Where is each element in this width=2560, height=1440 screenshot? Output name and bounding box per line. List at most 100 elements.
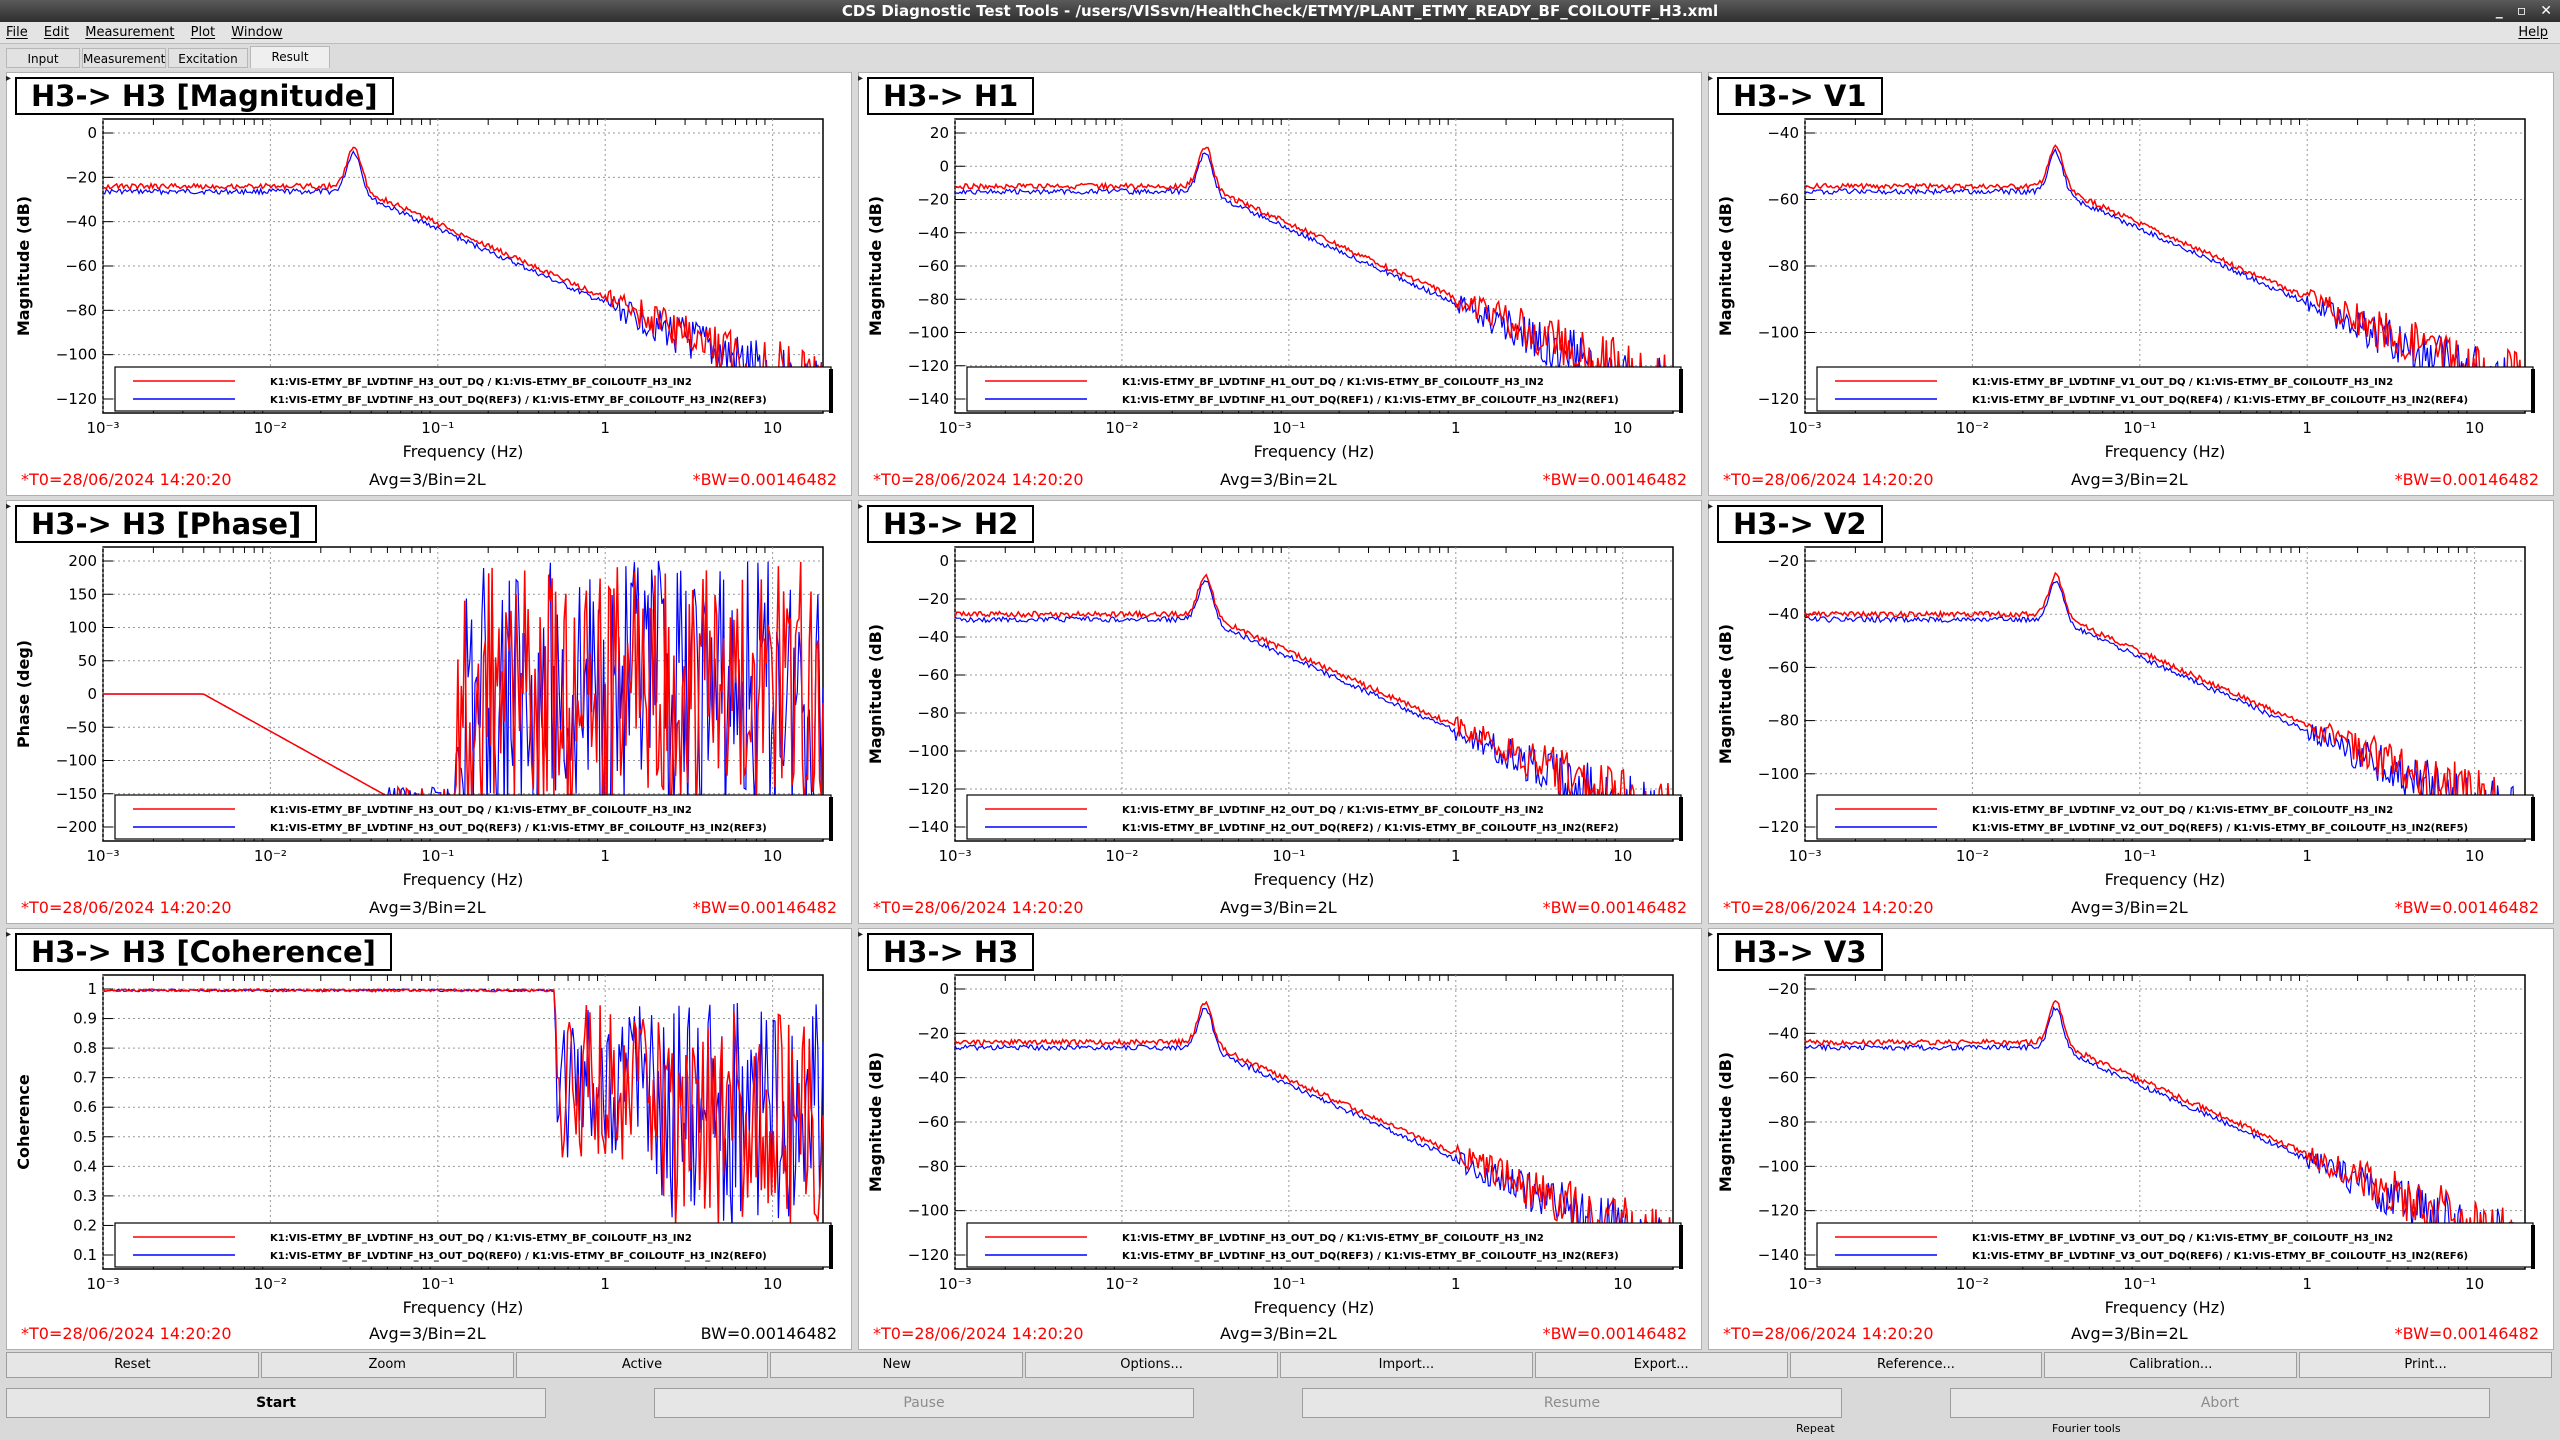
panel-select-icon[interactable]: ▸ <box>6 501 12 512</box>
x-tick-label: 1 <box>2302 1275 2312 1293</box>
reset-button[interactable]: Reset <box>6 1352 259 1378</box>
panel-select-icon[interactable]: ▸ <box>858 73 864 84</box>
legend-box <box>966 366 1682 412</box>
bw-label: *BW=0.00146482 <box>1543 1324 1687 1343</box>
reference-trace <box>954 152 1674 396</box>
export-button[interactable]: Export... <box>1534 1352 1788 1378</box>
bw-label: *BW=0.00146482 <box>1543 898 1687 917</box>
plot-canvas[interactable]: 10⁻³ 10⁻² 10⁻¹ 1 10 0 −20 −40 −60 −80 −100 −120 −140… <box>859 501 1701 923</box>
x-axis-label: Frequency (Hz) <box>1254 1298 1375 1317</box>
menu-file[interactable]: File <box>6 25 28 40</box>
measured-trace <box>954 146 1674 395</box>
panel-select-icon[interactable]: ▸ <box>1708 501 1714 512</box>
new-button[interactable]: New <box>770 1352 1024 1378</box>
x-tick-label: 10 <box>763 419 782 437</box>
panel-title: H3-> H1 <box>867 77 1035 115</box>
menu-plot[interactable]: Plot <box>190 25 216 40</box>
tab-excitation[interactable]: Excitation <box>168 48 248 68</box>
panel-select-icon[interactable]: ▸ <box>858 501 864 512</box>
plot-canvas[interactable]: 10⁻³ 10⁻² 10⁻¹ 1 10 −20 −40 −60 −80 −100 −120 K1:VI… <box>1709 501 2553 923</box>
legend-box <box>1816 366 2534 412</box>
y-tick-label: −40 <box>917 628 949 646</box>
menu-help[interactable]: Help <box>2518 25 2548 40</box>
x-tick-label: 10⁻¹ <box>421 847 454 865</box>
panel-select-icon[interactable]: ▸ <box>6 73 12 84</box>
bw-label: *BW=0.00146482 <box>693 898 837 917</box>
panel-title: H3-> H3 [Coherence] <box>15 933 392 971</box>
menu-edit[interactable]: Edit <box>43 25 70 40</box>
y-tick-label: −100 <box>908 742 949 760</box>
menu-measurement[interactable]: Measurement <box>85 25 175 40</box>
legend-entry: K1:VIS-ETMY_BF_LVDTINF_H3_OUT_DQ(REF3) /… <box>270 395 767 406</box>
x-tick-label: 10⁻¹ <box>2123 847 2156 865</box>
calibration-button[interactable]: Calibration... <box>2044 1352 2298 1378</box>
close-icon[interactable]: ✕ <box>2540 3 2552 19</box>
print-button[interactable]: Print... <box>2299 1352 2552 1378</box>
panel-select-icon[interactable]: ▸ <box>858 929 864 940</box>
resume-button[interactable]: Resume <box>1302 1388 1842 1418</box>
x-tick-label: 10⁻² <box>254 847 287 865</box>
panel-h3-h1[interactable]: ▸ 10⁻³ 10⁻² 10⁻¹ 1 10 20 0 −20 −40 −60 −80 −100 −120 −… <box>858 72 1702 496</box>
reference-trace <box>1804 147 2526 395</box>
y-tick-label: −20 <box>917 590 949 608</box>
y-tick-label: −80 <box>1767 712 1799 730</box>
panel-h3-v1[interactable]: ▸ 10⁻³ 10⁻² 10⁻¹ 1 10 −40 −60 −80 −100 −120 K1:VIS-… <box>1708 72 2554 496</box>
plot-canvas[interactable]: 10⁻³ 10⁻² 10⁻¹ 1 10 1 0.9 0.8 0.7 0.6 0.5 0.4 0.3 0.2… <box>7 929 851 1349</box>
x-tick-label: 10 <box>763 1275 782 1293</box>
plot-canvas[interactable]: 10⁻³ 10⁻² 10⁻¹ 1 10 −40 −60 −80 −100 −120 K1:VIS-E… <box>1709 73 2553 495</box>
plot-canvas[interactable]: 10⁻³ 10⁻² 10⁻¹ 1 10 200 150 100 50 0 −50 −100 −150 −2… <box>7 501 851 923</box>
maximize-icon[interactable]: ▫ <box>2516 3 2527 19</box>
active-button[interactable]: Active <box>515 1352 769 1378</box>
legend-entry: K1:VIS-ETMY_BF_LVDTINF_H2_OUT_DQ / K1:VI… <box>1122 805 1544 816</box>
plot-canvas[interactable]: 10⁻³ 10⁻² 10⁻¹ 1 10 0 −20 −40 −60 −80 −100 −120 K1:V… <box>859 929 1701 1349</box>
legend-entry: K1:VIS-ETMY_BF_LVDTINF_V3_OUT_DQ / K1:VI… <box>1972 1233 2393 1244</box>
y-tick-label: −20 <box>917 1024 949 1042</box>
x-tick-label: 10 <box>763 847 782 865</box>
measured-trace <box>1804 999 2526 1251</box>
plot-canvas[interactable]: 10⁻³ 10⁻² 10⁻¹ 1 10 0 −20 −40 −60 −80 −100 −120 K1:V… <box>7 73 851 495</box>
abort-button[interactable]: Abort <box>1950 1388 2490 1418</box>
legend-box <box>1816 794 2534 840</box>
y-tick-label: −60 <box>65 257 97 275</box>
panel-h3-h2[interactable]: ▸ 10⁻³ 10⁻² 10⁻¹ 1 10 0 −20 −40 −60 −80 −100 −120 −14… <box>858 500 1702 924</box>
y-tick-label: −60 <box>917 257 949 275</box>
x-tick-label: 10⁻¹ <box>1272 419 1305 437</box>
x-axis-label: Frequency (Hz) <box>1254 442 1375 461</box>
panel-h3-v3[interactable]: ▸ 10⁻³ 10⁻² 10⁻¹ 1 10 −20 −40 −60 −80 −100 −120 −140… <box>1708 928 2554 1350</box>
panel-h3-h3-phase[interactable]: ▸ 10⁻³ 10⁻² 10⁻¹ 1 10 200 150 100 50 0 −50 −100 −150 −… <box>6 500 852 924</box>
plot-canvas[interactable]: 10⁻³ 10⁻² 10⁻¹ 1 10 20 0 −20 −40 −60 −80 −100 −120 −1… <box>859 73 1701 495</box>
t0-label: *T0=28/06/2024 14:20:20 <box>873 1324 1084 1343</box>
options-button[interactable]: Options... <box>1025 1352 1278 1378</box>
panel-h3-h3-coherence[interactable]: ▸ 10⁻³ 10⁻² 10⁻¹ 1 10 1 0.9 0.8 0.7 0.6 0.5 0.4 0.3 0.… <box>6 928 852 1350</box>
x-tick-label: 10⁻² <box>254 1275 287 1293</box>
start-button[interactable]: Start <box>6 1388 546 1418</box>
x-tick-label: 10⁻³ <box>938 847 971 865</box>
panel-h3-h3-magnitude[interactable]: ▸ 10⁻³ 10⁻² 10⁻¹ 1 10 0 −20 −40 −60 −80 −100 −120 K1:… <box>6 72 852 496</box>
minimize-icon[interactable]: _ <box>2495 3 2503 19</box>
y-tick-label: 0.3 <box>73 1187 97 1205</box>
tab-input[interactable]: Input <box>6 48 80 68</box>
x-tick-label: 10⁻² <box>1956 419 1989 437</box>
x-axis-label: Frequency (Hz) <box>2105 1298 2226 1317</box>
pause-button[interactable]: Pause <box>654 1388 1194 1418</box>
zoom-button[interactable]: Zoom <box>260 1352 514 1378</box>
tab-measurement[interactable]: Measurement <box>82 48 166 68</box>
menu-window[interactable]: Window <box>231 25 283 40</box>
import-button[interactable]: Import... <box>1279 1352 1533 1378</box>
panel-h3-h3[interactable]: ▸ 10⁻³ 10⁻² 10⁻¹ 1 10 0 −20 −40 −60 −80 −100 −120 K1:… <box>858 928 1702 1350</box>
panel-h3-v2[interactable]: ▸ 10⁻³ 10⁻² 10⁻¹ 1 10 −20 −40 −60 −80 −100 −120 K1:V… <box>1708 500 2554 924</box>
reference-button[interactable]: Reference... <box>1789 1352 2043 1378</box>
y-tick-label: 200 <box>68 552 97 570</box>
y-tick-label: −120 <box>908 780 949 798</box>
avg-label: Avg=3/Bin=2L <box>369 1324 486 1343</box>
panel-select-icon[interactable]: ▸ <box>1708 929 1714 940</box>
plot-canvas[interactable]: 10⁻³ 10⁻² 10⁻¹ 1 10 −20 −40 −60 −80 −100 −120 −140 K… <box>1709 929 2553 1349</box>
panel-select-icon[interactable]: ▸ <box>1708 73 1714 84</box>
panel-select-icon[interactable]: ▸ <box>6 929 12 940</box>
reference-trace <box>954 1007 1674 1251</box>
y-tick-label: 0.1 <box>73 1246 97 1264</box>
tab-result[interactable]: Result <box>250 46 330 68</box>
reference-trace <box>954 580 1674 823</box>
y-axis-label: Magnitude (dB) <box>866 196 885 336</box>
bw-label: *BW=0.00146482 <box>2395 470 2539 489</box>
